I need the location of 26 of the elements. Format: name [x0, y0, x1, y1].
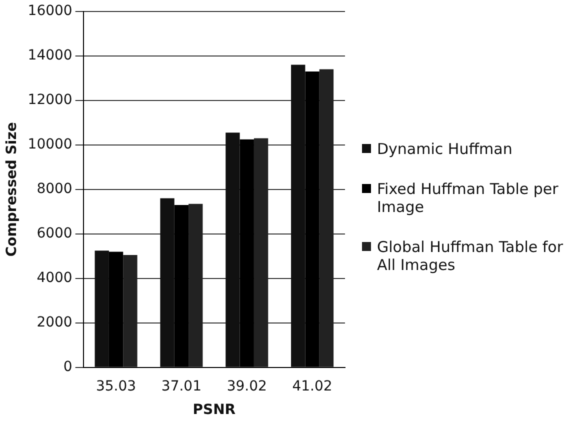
- y-tick-label: 12000: [28, 92, 72, 108]
- x-axis-title: PSNR: [192, 402, 236, 418]
- y-tick-label: 4000: [36, 270, 72, 286]
- x-tick-label: 37.01: [161, 378, 202, 394]
- bar: [254, 138, 268, 367]
- y-tick-label: 10000: [28, 136, 72, 153]
- bar: [123, 255, 138, 367]
- x-tick-label: 35.03: [96, 378, 136, 394]
- x-tick-label: 39.02: [226, 378, 267, 394]
- bar: [291, 64, 306, 367]
- y-tick-label: 6000: [36, 226, 72, 242]
- bar: [226, 132, 240, 367]
- y-tick-label: 2000: [36, 314, 72, 331]
- y-tick-label: 0: [63, 359, 72, 376]
- x-tick-label: 41.02: [292, 378, 332, 394]
- bar: [319, 69, 334, 367]
- y-tick-label: 14000: [28, 48, 72, 64]
- bar: [160, 198, 174, 367]
- legend-label: Global Huffman Table for All Images: [377, 238, 564, 274]
- y-tick-label: 8000: [36, 181, 72, 198]
- legend-label: Fixed Huffman Table per Image: [377, 180, 560, 216]
- bar: [94, 250, 109, 367]
- bar: [188, 204, 203, 367]
- y-tick-label: 16000: [28, 3, 72, 20]
- legend-label: Dynamic Huffman: [377, 140, 512, 158]
- y-axis-title: Compressed Size: [4, 122, 20, 257]
